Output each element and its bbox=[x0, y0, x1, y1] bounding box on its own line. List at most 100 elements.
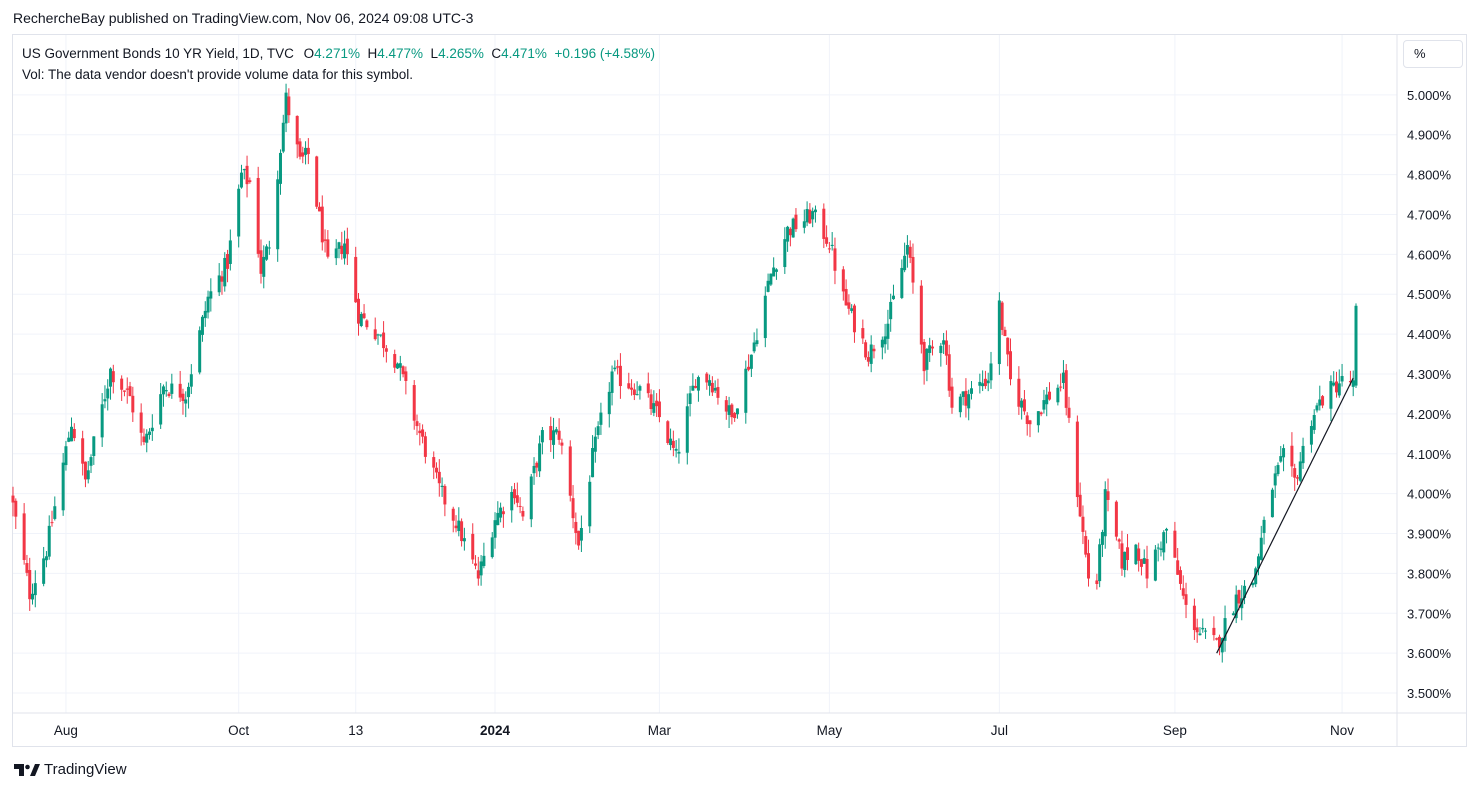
symbol-legend[interactable]: US Government Bonds 10 YR Yield, 1D, TVC… bbox=[22, 46, 655, 61]
candle-body bbox=[1290, 445, 1294, 467]
candle bbox=[825, 225, 829, 247]
candle-body bbox=[295, 115, 299, 145]
candle bbox=[83, 461, 87, 488]
candle-body bbox=[83, 461, 87, 480]
candle-body bbox=[1067, 407, 1071, 418]
candle-body bbox=[223, 257, 227, 287]
candle-body bbox=[1017, 378, 1021, 407]
candle-body bbox=[1006, 337, 1010, 355]
y-tick-label: 4.400% bbox=[1407, 327, 1452, 342]
candle-body bbox=[969, 388, 973, 394]
candle bbox=[401, 365, 405, 378]
candle-body bbox=[755, 340, 759, 345]
close-label: C bbox=[491, 46, 502, 61]
candle-body bbox=[1039, 412, 1043, 415]
candle-body bbox=[961, 391, 965, 397]
candle bbox=[92, 436, 96, 465]
candle-body bbox=[610, 371, 614, 393]
candle bbox=[28, 557, 32, 611]
candle bbox=[607, 382, 611, 428]
candle-body bbox=[911, 256, 915, 283]
candle-body bbox=[649, 394, 653, 410]
candle bbox=[474, 555, 478, 570]
candle-body bbox=[86, 470, 90, 480]
candle bbox=[1254, 566, 1258, 588]
candle-body bbox=[139, 412, 143, 433]
candle-body bbox=[574, 521, 578, 533]
candle-body bbox=[109, 368, 113, 387]
candle-body bbox=[1279, 456, 1283, 462]
candle bbox=[1332, 371, 1336, 387]
candle-body bbox=[1003, 329, 1007, 337]
candle-body bbox=[805, 208, 809, 223]
tradingview-logo[interactable]: TradingView bbox=[14, 761, 127, 778]
candle-body bbox=[825, 237, 829, 244]
candle bbox=[886, 309, 890, 350]
candle-body bbox=[462, 538, 466, 542]
candle bbox=[925, 347, 929, 382]
candle-body bbox=[493, 520, 497, 538]
candle-body bbox=[1114, 501, 1118, 537]
candle bbox=[265, 244, 269, 261]
candle bbox=[203, 301, 207, 327]
candle-body bbox=[769, 273, 773, 285]
candle bbox=[749, 354, 753, 378]
candle bbox=[1025, 412, 1029, 436]
candle-body bbox=[657, 401, 661, 418]
candle-body bbox=[379, 334, 383, 336]
candle bbox=[942, 332, 946, 354]
candle-body bbox=[919, 285, 923, 345]
candle bbox=[479, 555, 483, 586]
candle-body bbox=[22, 513, 26, 560]
candle bbox=[827, 241, 831, 254]
candle-body bbox=[120, 378, 124, 390]
candle-body bbox=[627, 383, 631, 389]
candle-body bbox=[11, 495, 15, 503]
candle-body bbox=[384, 348, 388, 352]
candle bbox=[164, 381, 168, 397]
candle bbox=[223, 252, 227, 292]
candle-body bbox=[471, 533, 475, 560]
candle bbox=[1106, 478, 1110, 512]
price-axis: 3.500% 3.600% 3.700% 3.800% 3.900% 4.000% 4.10… bbox=[1396, 35, 1452, 747]
candle bbox=[139, 403, 143, 446]
candle-body bbox=[763, 295, 767, 339]
candle bbox=[655, 393, 659, 417]
percent-scale-button[interactable]: % bbox=[1403, 40, 1463, 68]
candle-body bbox=[1217, 636, 1221, 648]
candle-body bbox=[1008, 351, 1012, 380]
candle-body bbox=[841, 269, 845, 292]
candle bbox=[287, 88, 291, 123]
candle-body bbox=[568, 446, 572, 496]
candle-body bbox=[518, 505, 522, 507]
candle-body bbox=[265, 246, 269, 260]
low-value: 4.265% bbox=[438, 46, 484, 61]
candle-body bbox=[549, 426, 553, 441]
candle-body bbox=[889, 301, 893, 320]
candle bbox=[187, 382, 191, 409]
candle-body bbox=[515, 495, 519, 503]
candle bbox=[1061, 360, 1065, 390]
candle-body bbox=[103, 399, 107, 402]
candle bbox=[1295, 475, 1299, 486]
candle-body bbox=[521, 510, 525, 517]
candle-body bbox=[939, 345, 943, 354]
candle-body bbox=[749, 354, 753, 369]
candle-body bbox=[727, 405, 731, 415]
candle bbox=[986, 372, 990, 392]
candle bbox=[493, 512, 497, 549]
candle-body bbox=[259, 250, 263, 274]
y-tick-label: 4.500% bbox=[1407, 287, 1452, 302]
candle bbox=[596, 421, 600, 440]
candle bbox=[1309, 420, 1313, 453]
candle bbox=[880, 336, 884, 360]
candle bbox=[379, 334, 383, 338]
candle bbox=[1256, 553, 1260, 576]
candle-body bbox=[577, 530, 581, 546]
candle-body bbox=[847, 302, 851, 309]
high-value: 4.477% bbox=[377, 46, 424, 61]
candle bbox=[1176, 547, 1180, 575]
candle bbox=[646, 372, 650, 398]
candle-body bbox=[47, 525, 51, 557]
